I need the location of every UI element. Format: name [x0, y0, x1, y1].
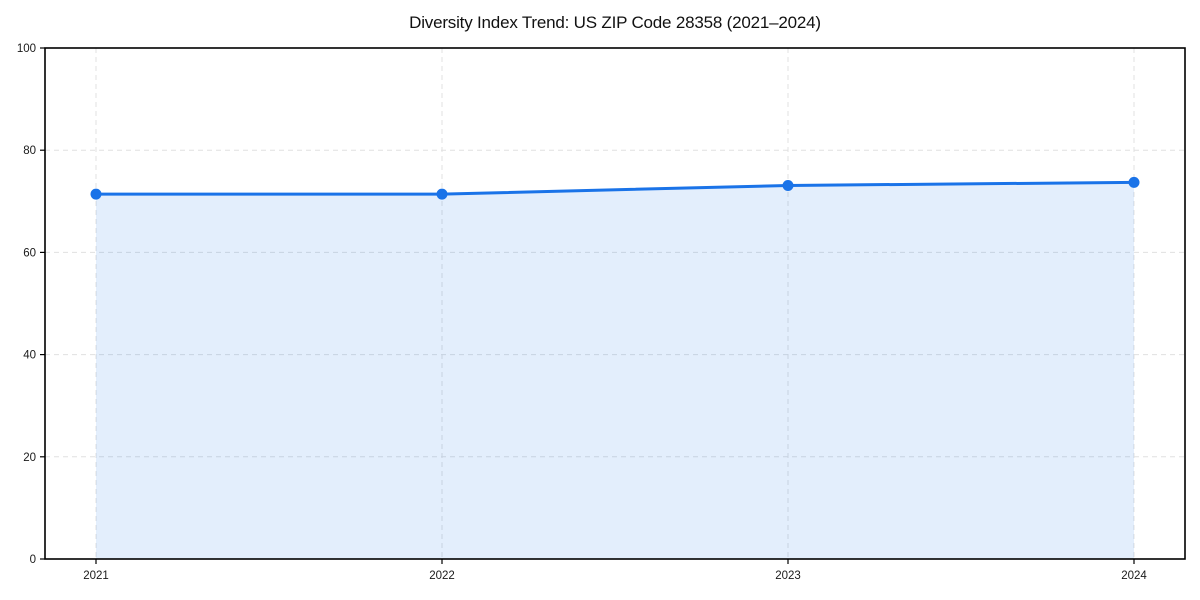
chart-title: Diversity Index Trend: US ZIP Code 28358… — [409, 13, 821, 32]
y-tick-label: 100 — [17, 43, 36, 55]
trend-line — [94, 180, 1136, 196]
data-point-2021 — [90, 188, 102, 200]
area-fill — [96, 182, 1134, 559]
x-tick-label: 2022 — [429, 570, 455, 582]
x-tick-label: 2024 — [1121, 570, 1147, 582]
x-tick-label: 2021 — [83, 570, 109, 582]
y-tick-label: 20 — [23, 452, 36, 464]
y-tick-label: 0 — [30, 554, 36, 566]
y-tick-label: 40 — [23, 350, 36, 362]
data-point-2024 — [1128, 176, 1140, 188]
y-tick-label: 60 — [23, 247, 36, 259]
data-point-2023 — [782, 179, 794, 191]
y-tick-label: 80 — [23, 145, 36, 157]
data-point-2022 — [436, 188, 448, 200]
x-tick-label: 2023 — [775, 570, 801, 582]
plot-frame — [44, 47, 1186, 560]
